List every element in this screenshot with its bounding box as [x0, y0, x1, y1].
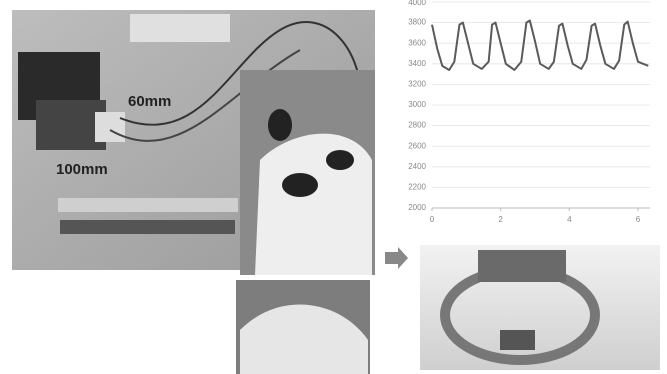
y-tick-label: 3200	[408, 80, 426, 89]
y-tick-label: 2000	[408, 203, 426, 212]
photo-label: 100mm	[56, 161, 108, 178]
y-tick-label: 3400	[408, 59, 426, 68]
line-chart: 2000 2200 2400 2600 2800 3000 3200 3400 3600 3800…	[408, 0, 650, 224]
y-tick-label: 3800	[408, 18, 426, 27]
y-tick-label: 2600	[408, 141, 426, 150]
photo-label: 60mm	[128, 93, 171, 110]
x-tick-label: 4	[567, 215, 572, 224]
y-tick-label: 2800	[408, 121, 426, 130]
arrow	[385, 247, 408, 269]
figure: 60mm 100mm 2000 2200 2400 2600 2800 3000 3200 3…	[0, 0, 667, 374]
cow-photo	[236, 70, 375, 374]
y-tick-label: 2200	[408, 183, 426, 192]
y-tick-label: 2400	[408, 162, 426, 171]
device-rendering	[420, 245, 660, 370]
data-line	[432, 21, 648, 70]
x-tick-label: 2	[498, 215, 503, 224]
y-tick-label: 3600	[408, 38, 426, 47]
x-tick-label: 6	[636, 215, 641, 224]
y-tick-label: 3000	[408, 100, 426, 109]
y-tick-label: 4000	[408, 0, 426, 7]
x-tick-label: 0	[430, 215, 435, 224]
